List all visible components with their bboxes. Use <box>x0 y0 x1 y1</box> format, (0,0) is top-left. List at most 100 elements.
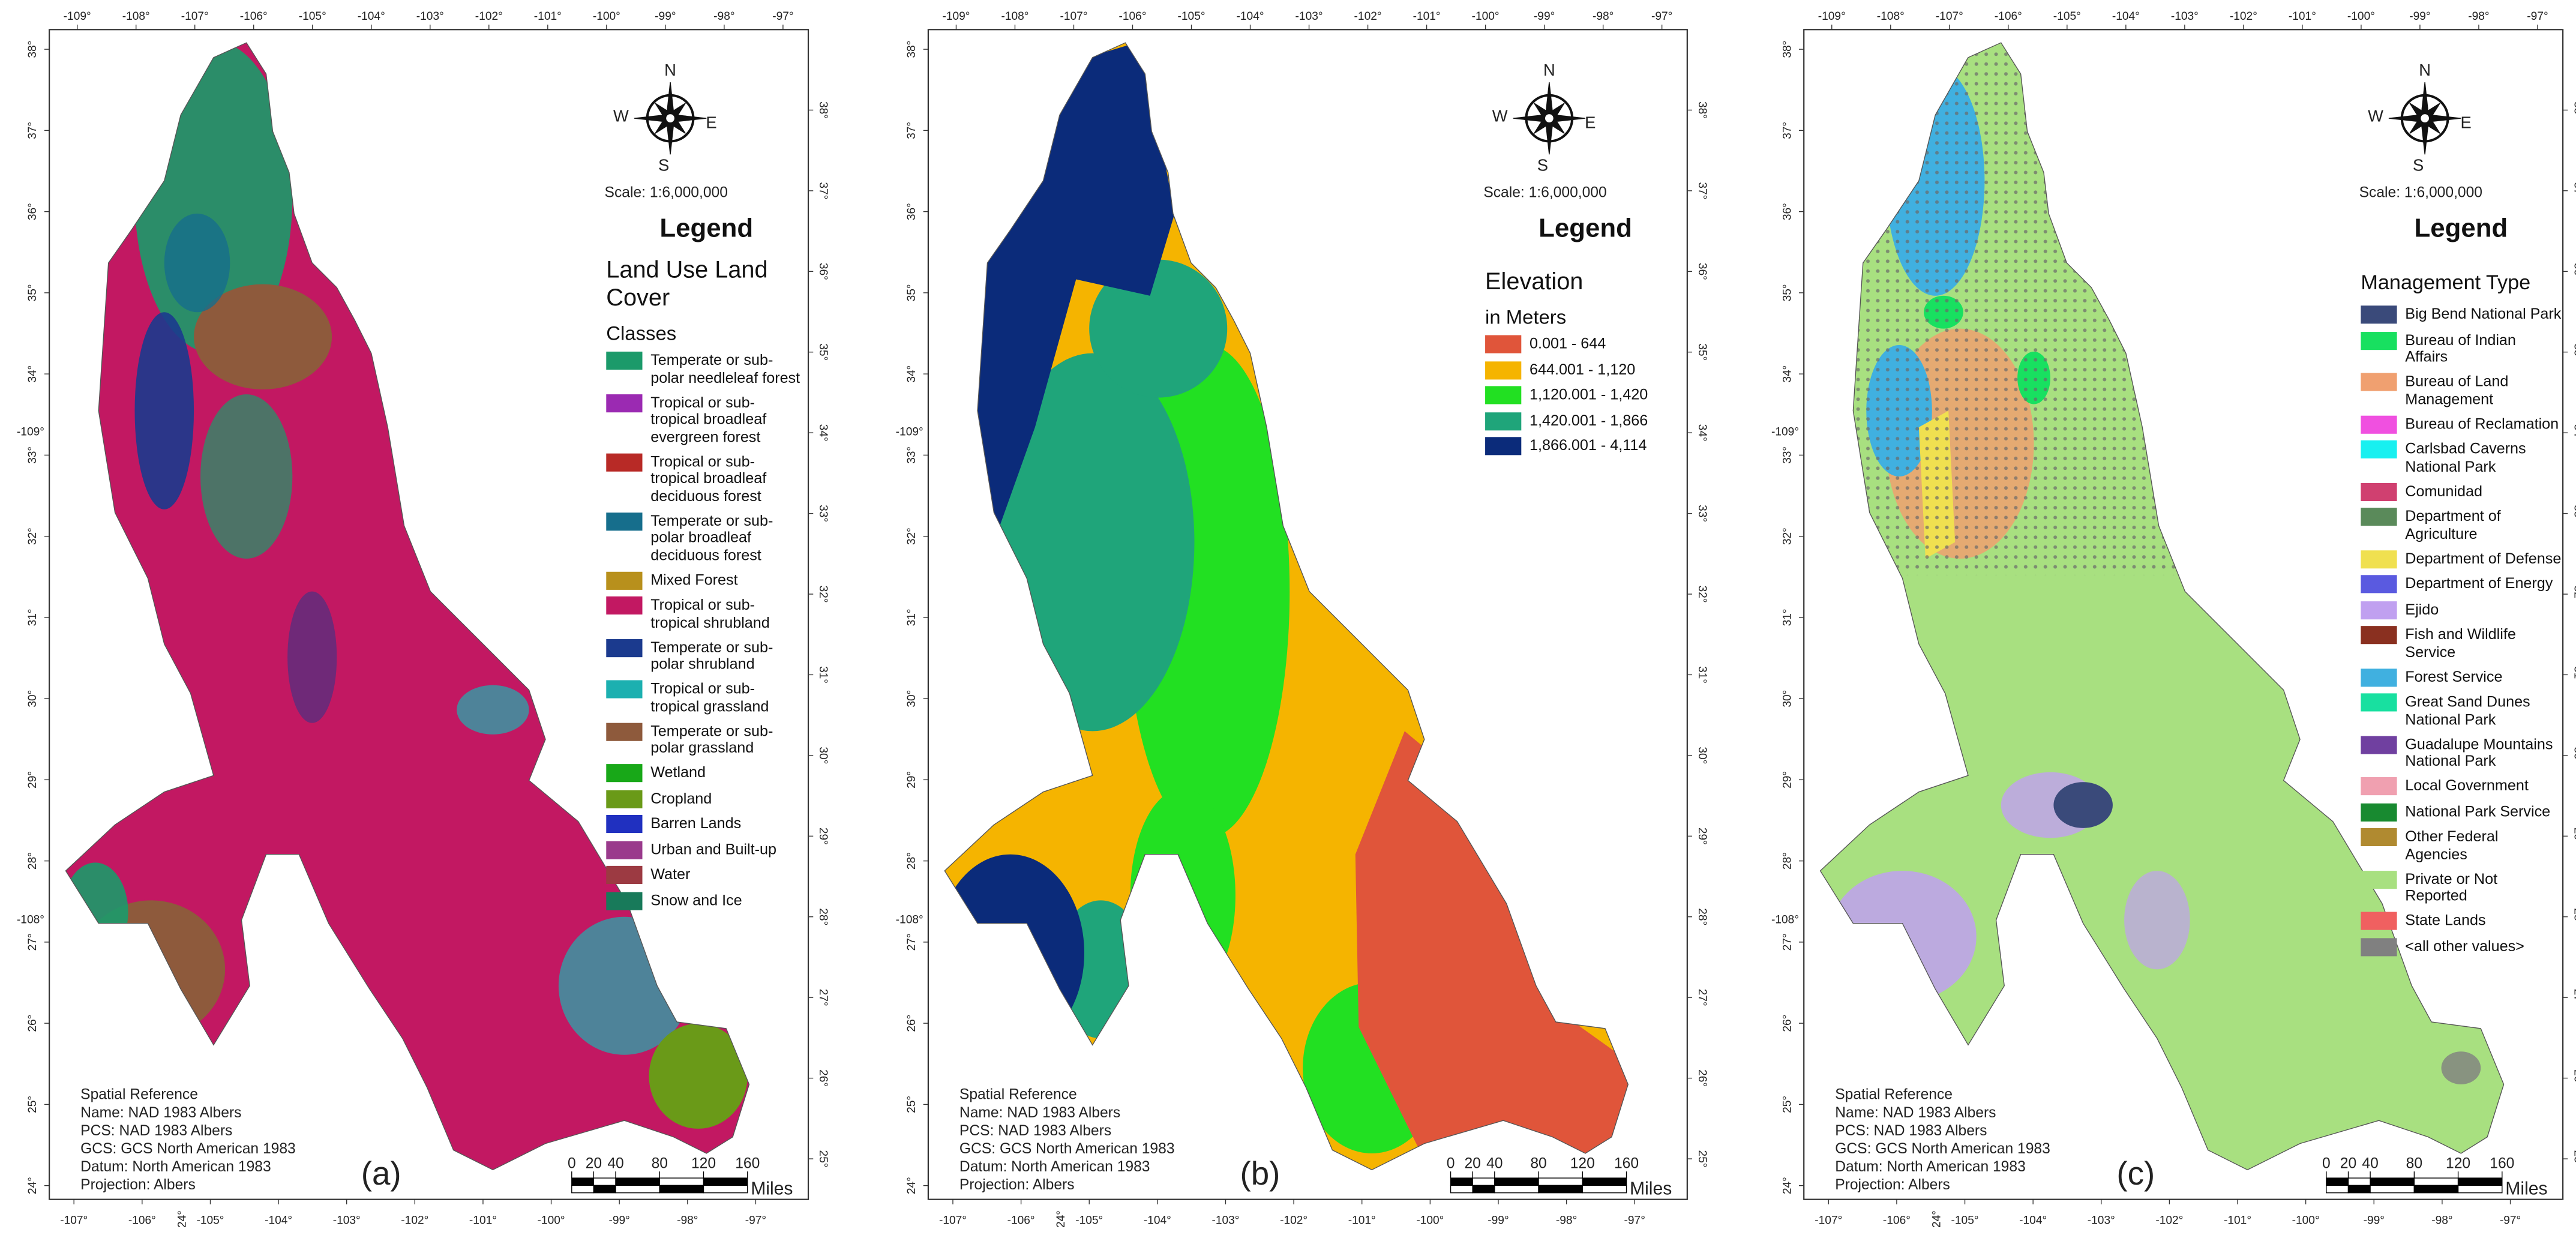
bottom-tick-label: -102° <box>2155 1215 2183 1227</box>
legend-item: Other Federal Agencies <box>2361 828 2561 862</box>
legend-heading: Management Type <box>2361 271 2531 295</box>
legend-label: Ejido <box>2405 600 2439 617</box>
legend-swatch <box>2361 575 2397 593</box>
compass-s: S <box>658 156 669 175</box>
top-tick-label: -108° <box>122 10 150 23</box>
bottom-extra-label: 24° <box>1055 1210 1067 1228</box>
compass-e: E <box>1585 113 1596 132</box>
legend-swatch <box>606 764 643 783</box>
legend-item: State Lands <box>2361 912 2561 930</box>
legend-item: Cropland <box>606 789 800 808</box>
left-tick-label: 35° <box>1781 284 1794 301</box>
spatial-reference: Spatial Reference <box>80 1087 198 1103</box>
legend-item: 1,120.001 - 1,420 <box>1485 386 1679 404</box>
zone <box>134 312 194 509</box>
scale-text: Scale: 1:6,000,000 <box>605 185 728 201</box>
scale-bar-segment <box>2370 1177 2415 1186</box>
legend-item: Forest Service <box>2361 667 2561 687</box>
compass-hub <box>1545 114 1554 122</box>
compass-w: W <box>613 107 629 125</box>
legend-label: Comunidad <box>2405 482 2482 499</box>
legend-label: Big Bend National Park <box>2405 305 2562 322</box>
left-tick-label: 25° <box>1781 1096 1794 1113</box>
legend-label: Cropland <box>650 789 712 806</box>
compass-hub <box>2421 114 2429 122</box>
bottom-tick-label: -97° <box>745 1215 766 1227</box>
right-tick-label: 25° <box>2571 1150 2576 1168</box>
bottom-tick-label: -98° <box>677 1215 698 1227</box>
legend-swatch <box>606 680 643 699</box>
left-tick-label: 33° <box>26 446 39 464</box>
top-tick-label: -99° <box>655 10 676 23</box>
left-tick-label: 32° <box>1781 527 1794 545</box>
legend-item: 0.001 - 644 <box>1485 335 1679 353</box>
legend-label: 644.001 - 1,120 <box>1529 360 1636 377</box>
top-tick-label: -99° <box>2409 10 2430 23</box>
scale-bar-label: 160 <box>735 1156 760 1172</box>
bottom-tick-label: -105° <box>1951 1215 1979 1227</box>
legend-swatch <box>2361 373 2397 391</box>
legend-label: Local Government <box>2405 777 2529 794</box>
legend-item: Bureau of Land Management <box>2361 373 2561 407</box>
left-tick-label: 24° <box>1781 1177 1794 1194</box>
panel-label: (a) <box>361 1155 401 1192</box>
left-tick-label: 26° <box>905 1015 918 1032</box>
legend-swatch <box>2361 508 2397 526</box>
zone <box>2053 782 2113 828</box>
legend-label: Private or Not Reported <box>2405 870 2498 904</box>
scale-bar-segment <box>659 1185 704 1194</box>
left-tick-label: 31° <box>1781 608 1794 626</box>
legend-swatch <box>2361 828 2397 847</box>
spatial-reference: Datum: North American 1983 <box>1835 1159 2026 1175</box>
legend-item: Fish and Wildlife Service <box>2361 626 2561 660</box>
top-tick-label: -108° <box>1877 10 1905 23</box>
legend-item: 1,866.001 - 4,114 <box>1485 437 1679 455</box>
legend-item: Snow and Ice <box>606 891 800 910</box>
bottom-tick-label: -101° <box>1348 1215 1376 1227</box>
bottom-tick-label: -97° <box>1624 1215 1645 1227</box>
top-tick-label: -98° <box>1593 10 1614 23</box>
right-tick-label: 33° <box>817 505 829 522</box>
left-tick-label: 30° <box>905 690 918 708</box>
right-tick-label: 25° <box>1696 1150 1708 1168</box>
scale-bar-segment <box>2413 1185 2459 1194</box>
legend-label: Bureau of Indian Affairs <box>2405 331 2516 365</box>
right-tick-label: 33° <box>1696 505 1708 522</box>
bottom-tick-label: -106° <box>128 1215 156 1227</box>
spatial-reference: Projection: Albers <box>80 1177 196 1193</box>
zone <box>164 213 230 313</box>
legend-label: Other Federal Agencies <box>2405 828 2499 862</box>
bottom-tick-label: -103° <box>1211 1215 1239 1227</box>
right-tick-label: 35° <box>817 343 829 361</box>
legend: Management Type Big Bend National Park Bur… <box>2361 269 2561 963</box>
spatial-reference: Name: NAD 1983 Albers <box>80 1105 241 1121</box>
legend-swatch <box>606 840 643 859</box>
legend-label: Department of Defense <box>2405 549 2562 566</box>
right-tick-label: 37° <box>817 182 829 199</box>
scale-bar-segment <box>593 1177 616 1186</box>
scale-bar-label: 40 <box>607 1156 623 1172</box>
left-tick-label: 29° <box>1781 771 1794 789</box>
bottom-tick-label: -106° <box>1883 1215 1911 1227</box>
legend-swatch <box>2361 870 2397 888</box>
compass-n: N <box>2419 61 2431 79</box>
left-tick-label: 31° <box>26 608 39 626</box>
bottom-tick-label: -102° <box>1280 1215 1308 1227</box>
legend-item: Ejido <box>2361 600 2561 619</box>
panel-label: (b) <box>1240 1155 1280 1192</box>
top-tick-label: -104° <box>1237 10 1264 23</box>
legend-label: Temperate or sub-polar shrubland <box>650 638 773 672</box>
scale-bar-segment <box>2326 1177 2349 1186</box>
compass-s: S <box>1537 156 1548 175</box>
right-tick-label: 32° <box>2571 586 2576 603</box>
compass-s: S <box>2413 156 2424 175</box>
legend-label: 1,420.001 - 1,866 <box>1529 411 1648 428</box>
scale-bar-unit: Miles <box>1630 1179 1672 1198</box>
scale-bar-label: 0 <box>568 1156 576 1172</box>
bottom-tick-label: -99° <box>2364 1215 2385 1227</box>
left-tick-label: 29° <box>905 771 918 789</box>
spatial-reference: PCS: NAD 1983 Albers <box>959 1123 1111 1139</box>
compass-n: N <box>664 61 676 79</box>
right-tick-label: 34° <box>817 424 829 442</box>
compass-w: W <box>1492 107 1508 125</box>
